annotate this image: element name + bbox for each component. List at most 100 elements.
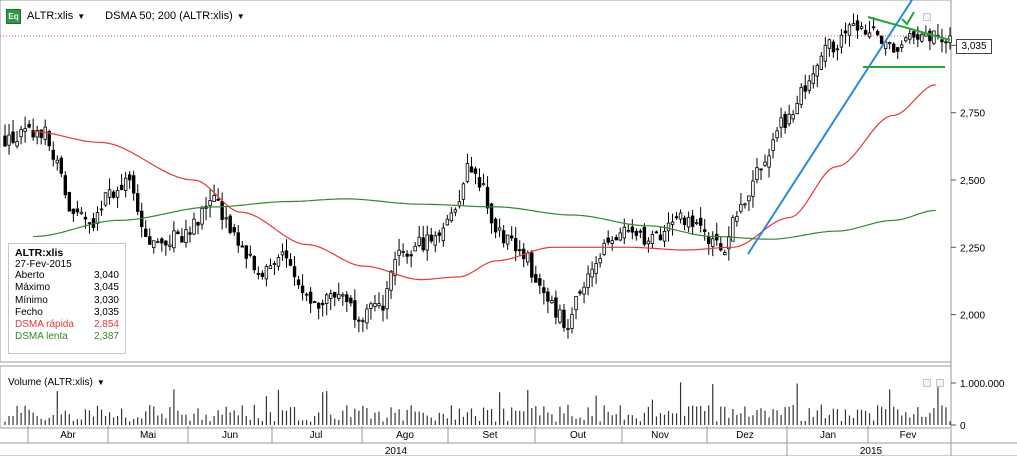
chart-toolbar: Eq ALTR:xlis ▼ DSMA 50; 200 (ALTR:xlis) … [6,8,245,24]
candle-body [912,31,916,38]
maximize-panel-icon[interactable] [936,379,944,387]
candle-body [43,126,47,140]
restore-panel-icon[interactable] [923,13,931,21]
restore-panel-icon[interactable] [923,379,931,387]
candle-body [168,244,172,247]
legend-row-value: 3,040 [93,270,119,281]
candle-body [658,234,663,241]
candle-body [329,293,333,299]
legend-date: 27-Fev-2015 [15,259,72,270]
candle-body [296,279,301,286]
chevron-down-icon: ▼ [77,11,86,21]
legend-row-value: 2,387 [93,331,119,343]
legend-title: ALTR:xlis [15,247,64,259]
candle-body [787,113,791,125]
chevron-down-icon: ▼ [236,11,245,21]
candle-body [55,159,59,164]
candle-body [469,166,474,173]
volume-panel-selector[interactable]: Volume (ALTR:xlis) ▼ [8,377,105,388]
candle-body [678,212,683,220]
candle-body [481,183,486,186]
candle-body [264,266,269,280]
candle-body [851,23,856,26]
symbol-selector[interactable]: ALTR:xlis ▼ [27,10,85,22]
candle-body [228,215,232,234]
candle-body [172,230,176,249]
candle-body [365,308,369,324]
candle-body [558,309,562,323]
candle-body [940,39,944,43]
month-label: Jun [222,430,238,441]
candle-body [755,167,759,181]
candle-body [783,113,787,128]
candle-body [779,117,783,128]
legend-row: DSMA rápida 2,854 [15,319,119,331]
candle-body [393,259,397,277]
legend-row-value: 3,030 [93,294,119,306]
candle-body [27,123,31,128]
candle-body [405,253,409,257]
candle-body [15,141,19,147]
year-label: 2014 [385,446,408,456]
candle-body [791,114,795,120]
candle-body [509,235,514,239]
legend-row-label: Máximo [15,282,51,294]
candle-body [433,235,437,246]
candle-body [220,201,224,220]
candle-body [51,149,55,160]
candle-body [682,217,687,226]
candle-body [47,131,51,147]
candle-body [566,328,570,330]
candle-body [320,302,325,306]
candle-body [31,130,35,138]
candle-body [763,161,767,166]
legend-row-value: 3,045 [93,282,119,294]
candle-body [875,31,880,35]
candle-body [670,221,675,225]
month-label: Dez [736,430,754,441]
candle-body [582,286,586,295]
candle-body [514,237,518,252]
candle-body [598,258,602,264]
candle-body [626,229,630,232]
candle-body [103,192,108,206]
candle-body [337,293,341,299]
candle-body [417,236,421,246]
candle-body [449,212,454,222]
candle-body [807,80,811,91]
candle-body [377,303,381,307]
candle-body [867,32,872,38]
candle-body [345,294,349,303]
candle-body [751,180,755,197]
candle-body [107,189,112,198]
candle-body [232,227,236,233]
candle-body [855,20,860,31]
candle-body [3,135,7,147]
indicator-selector[interactable]: DSMA 50; 200 (ALTR:xlis) ▼ [105,10,244,22]
candle-body [208,200,212,206]
legend-row: Fecho 3,035 [15,307,119,319]
candle-body [686,216,691,228]
candle-body [131,175,136,194]
candle-body [268,265,273,269]
current-price-tag: 3,035 [956,39,992,54]
candle-body [827,39,832,49]
candle-body [284,250,289,259]
candle-body [530,252,534,278]
equity-icon[interactable]: Eq [6,8,21,24]
candle-body [180,236,184,243]
candle-body [276,257,281,267]
candle-body [493,218,498,233]
candle-body [156,241,160,244]
candle-body [735,216,739,222]
candle-body [630,226,635,233]
candle-body [236,232,240,246]
candle-body [904,37,908,42]
candle-body [292,266,297,278]
candle-body [304,293,309,296]
candle-body [711,238,715,247]
month-label: Ago [396,430,414,441]
legend-row: DSMA lenta 2,387 [15,331,119,343]
symbol-label: ALTR:xlis [27,10,74,22]
